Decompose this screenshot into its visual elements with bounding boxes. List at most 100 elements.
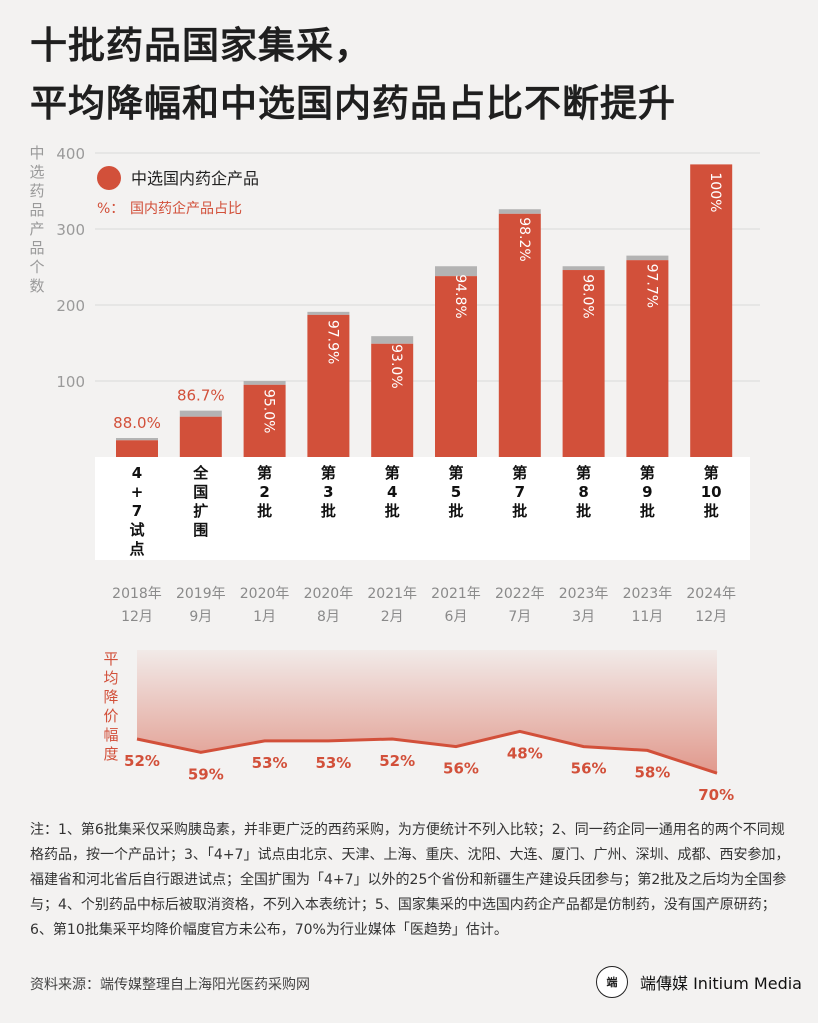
y-axis-label-char: 品: [29, 201, 44, 219]
x-category-label: 第: [704, 464, 719, 482]
price-cut-label: 59%: [188, 765, 224, 783]
price-cut-label: 56%: [443, 760, 479, 778]
x-category-label: 批: [512, 502, 527, 520]
x-category-label: 5: [451, 483, 461, 501]
y-axis-label-char: 选: [29, 163, 44, 181]
x-category-label: 第: [321, 464, 336, 482]
bar-percent-label: 98.2%: [516, 217, 532, 261]
footnotes: 注：1、第6批集采仅采购胰岛素，并非更广泛的西药采购，为方便统计不列入比较；2、…: [30, 822, 790, 938]
bar-percent-label: 94.8%: [452, 274, 468, 318]
chart-title-line1: 十批药品国家集采，: [30, 24, 372, 67]
x-date-month: 6月: [445, 609, 468, 625]
x-category-label: 第: [385, 464, 400, 482]
x-category-label: 7: [132, 502, 142, 520]
x-category-label: 试: [129, 521, 144, 539]
x-category-label: 国: [193, 483, 208, 501]
x-date-month: 3月: [572, 609, 595, 625]
bar-percent-label: 98.0%: [580, 274, 596, 318]
x-date-year: 2020年: [240, 586, 290, 602]
x-category-label: 第: [640, 464, 655, 482]
bar-percent-label: 97.7%: [643, 264, 659, 308]
legend-swatch: [97, 166, 121, 190]
bar-domestic: [498, 213, 541, 457]
x-date-month: 12月: [121, 609, 153, 625]
bar-domestic: [116, 440, 158, 457]
x-category-label: 围: [193, 521, 208, 539]
price-cut-label: 52%: [124, 752, 160, 770]
x-category-label: 批: [321, 502, 336, 520]
x-category-label: 全: [192, 464, 209, 482]
bar-percent-label: 88.0%: [113, 414, 161, 432]
x-date-year: 2018年: [112, 586, 162, 602]
x-category-label: 3: [323, 483, 333, 501]
brand-name: 端傳媒 Initium Media: [640, 974, 802, 993]
legend-percent-label: 国内药企产品占比: [130, 200, 242, 217]
brand: 端 端傳媒 Initium Media: [596, 966, 802, 998]
bar-domestic: [243, 384, 286, 457]
x-date-month: 7月: [508, 609, 531, 625]
x-date-year: 2024年: [686, 586, 736, 602]
y-tick-label: 100: [56, 373, 85, 391]
x-category-label: 4: [387, 483, 397, 501]
bar-domestic: [626, 260, 669, 457]
chart-title-line2: 平均降幅和中选国内药品占比不断提升: [30, 82, 676, 125]
price-cut-axis-label-char: 平: [103, 650, 118, 668]
bar-domestic: [179, 416, 222, 457]
x-date-month: 8月: [317, 609, 340, 625]
bar-domestic: [562, 270, 605, 457]
bar-domestic: [371, 343, 414, 457]
x-category-label: 批: [448, 502, 463, 520]
x-category-label: 7: [515, 483, 525, 501]
price-cut-label: 53%: [315, 754, 351, 772]
x-date-month: 2月: [381, 609, 404, 625]
x-category-label: 2: [259, 483, 269, 501]
brand-logo: 端: [596, 966, 628, 998]
price-cut-axis-label-char: 降: [103, 688, 118, 706]
y-axis-label-char: 个: [29, 258, 44, 276]
bar-foreign: [243, 381, 286, 385]
y-axis-label-char: 数: [29, 277, 44, 295]
x-category-label: 批: [385, 502, 400, 520]
x-category-label: 扩: [193, 502, 208, 520]
bar-percent-label: 97.9%: [324, 320, 340, 364]
x-date-month: 12月: [695, 609, 727, 625]
y-axis-label-char: 中: [29, 144, 44, 162]
legend-percent-prefix: %：: [97, 201, 124, 217]
y-axis-label-char: 药: [29, 182, 44, 200]
legend-series-label: 中选国内药企产品: [131, 169, 259, 188]
price-cut-label: 53%: [252, 754, 288, 772]
x-category-label: 第: [576, 464, 591, 482]
x-category-label: 第: [448, 464, 463, 482]
x-category-label: 10: [701, 483, 722, 501]
x-date-year: 2021年: [367, 586, 417, 602]
x-category-label: 第: [512, 464, 527, 482]
x-category-label: 8: [578, 483, 588, 501]
bar-foreign: [307, 311, 350, 315]
y-tick-label: 200: [56, 297, 85, 315]
x-date-year: 2020年: [304, 586, 354, 602]
x-category-label: 批: [704, 502, 719, 520]
bar-percent-label: 100%: [707, 172, 723, 212]
price-cut-axis-label-char: 均: [103, 669, 118, 687]
x-date-month: 1月: [253, 609, 276, 625]
price-cut-label: 56%: [571, 760, 607, 778]
category-band: [95, 457, 750, 560]
y-axis-label-char: 产: [29, 220, 44, 238]
x-date-year: 2019年: [176, 586, 226, 602]
x-date-month: 11月: [631, 609, 663, 625]
price-cut-area: [137, 650, 717, 774]
x-category-label: 批: [576, 502, 591, 520]
bar-foreign: [498, 209, 541, 214]
x-date-year: 2022年: [495, 586, 545, 602]
x-category-label: +: [131, 483, 144, 501]
bar-percent-label: 86.7%: [177, 387, 225, 405]
x-category-label: 4: [132, 464, 142, 482]
x-date-month: 9月: [189, 609, 212, 625]
y-axis-label-char: 品: [29, 239, 44, 257]
bar-foreign: [435, 266, 477, 277]
price-cut-label: 52%: [379, 752, 415, 770]
bar-percent-label: 93.0%: [388, 344, 404, 388]
bar-foreign: [179, 410, 222, 417]
bar-foreign: [371, 336, 414, 344]
y-tick-label: 300: [56, 221, 85, 239]
